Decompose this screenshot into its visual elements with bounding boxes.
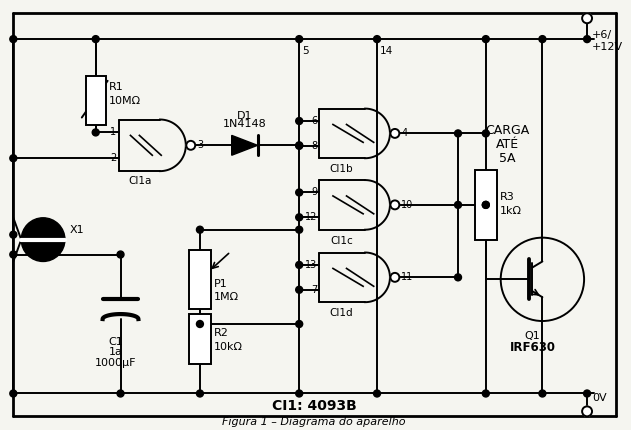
Text: Q1: Q1 [524,331,540,341]
Text: D1: D1 [237,111,252,120]
Circle shape [582,406,592,416]
Circle shape [296,261,303,268]
Text: 5: 5 [302,46,309,56]
Text: 10kΩ: 10kΩ [214,342,243,352]
Text: CI1d: CI1d [329,308,353,318]
Circle shape [117,390,124,397]
Circle shape [21,218,65,261]
Text: 9: 9 [311,187,317,197]
Text: 13: 13 [305,260,317,270]
Circle shape [10,251,17,258]
Circle shape [10,231,17,238]
Bar [475,170,497,240]
Text: R3: R3 [500,192,514,202]
Circle shape [391,273,399,282]
Circle shape [296,36,303,43]
Text: CARGA: CARGA [485,124,530,137]
Text: ATÉ: ATÉ [496,138,519,151]
Circle shape [196,320,203,328]
Text: 3: 3 [198,140,203,150]
Text: +6/: +6/ [592,30,612,40]
Circle shape [196,226,203,233]
Text: CI1c: CI1c [330,236,353,246]
Text: 8: 8 [311,141,317,151]
Text: 7: 7 [311,285,317,295]
Text: CI1a: CI1a [128,176,151,186]
Text: P1: P1 [214,280,228,289]
Circle shape [186,141,195,150]
Circle shape [374,390,380,397]
Circle shape [296,390,303,397]
Text: 1MΩ: 1MΩ [214,292,239,302]
Circle shape [10,36,17,43]
Text: +12V: +12V [592,42,623,52]
Circle shape [296,117,303,124]
Circle shape [482,130,489,137]
Circle shape [296,226,303,233]
Polygon shape [232,135,257,155]
Text: 1000µF: 1000µF [95,358,136,368]
Circle shape [584,390,591,397]
Text: 5A: 5A [499,152,516,165]
Circle shape [454,130,461,137]
Circle shape [482,201,489,209]
Circle shape [296,189,303,196]
Text: 10MΩ: 10MΩ [109,95,141,106]
Text: 1kΩ: 1kΩ [500,206,522,216]
Circle shape [296,286,303,293]
Text: IRF630: IRF630 [509,341,555,354]
Circle shape [482,390,489,397]
Circle shape [391,200,399,209]
Circle shape [92,36,99,43]
Text: 2: 2 [110,153,117,163]
Text: C1: C1 [108,337,123,347]
Text: 6: 6 [311,116,317,126]
Text: 0V: 0V [592,393,606,403]
Text: CI1b: CI1b [329,164,353,174]
Text: 11: 11 [401,272,413,283]
Text: CI1: 4093B: CI1: 4093B [272,399,357,413]
Circle shape [482,201,489,209]
Circle shape [454,274,461,281]
Text: 14: 14 [380,46,393,56]
Text: R1: R1 [109,82,123,92]
Circle shape [584,36,591,43]
Text: 1: 1 [110,127,117,138]
Circle shape [539,390,546,397]
Text: 12: 12 [305,212,317,222]
Bar [189,314,211,364]
Circle shape [539,36,546,43]
Text: 4: 4 [401,129,408,138]
Circle shape [10,155,17,162]
Circle shape [582,13,592,23]
Text: 10: 10 [401,200,413,210]
Text: 1a: 1a [109,347,122,357]
Circle shape [296,320,303,328]
Circle shape [482,36,489,43]
Circle shape [92,129,99,136]
Circle shape [296,214,303,221]
Bar [189,249,211,309]
Circle shape [196,390,203,397]
Circle shape [117,251,124,258]
Circle shape [296,142,303,149]
Circle shape [10,390,17,397]
Circle shape [296,142,303,149]
Bar [86,76,105,126]
Circle shape [374,36,380,43]
Circle shape [454,201,461,209]
Text: X1: X1 [70,225,85,235]
Text: 1N4148: 1N4148 [223,120,266,129]
Circle shape [391,129,399,138]
Text: R2: R2 [214,328,228,338]
Text: Figura 1 – Diagrama do aparelho: Figura 1 – Diagrama do aparelho [222,417,406,427]
